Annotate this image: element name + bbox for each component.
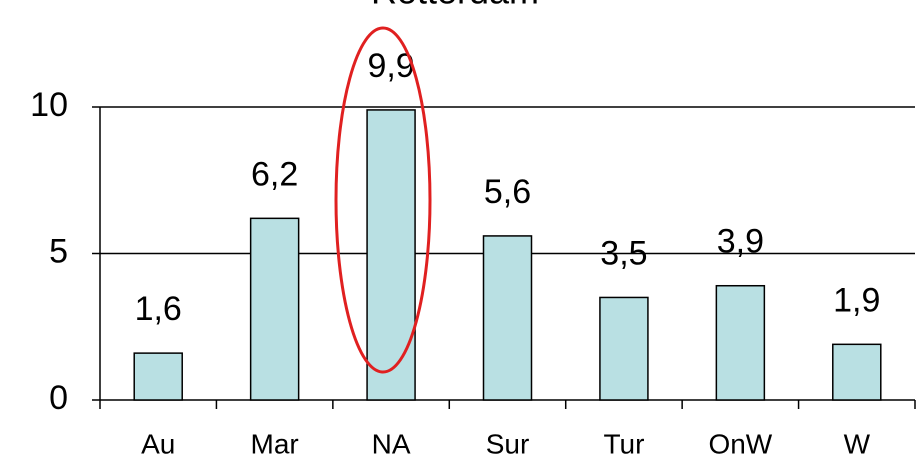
highlight-ellipse <box>334 26 432 374</box>
y-tick-label: 0 <box>49 379 68 417</box>
x-tick-label: OnW <box>708 428 772 459</box>
data-label: 1,6 <box>135 290 182 328</box>
bar <box>599 296 649 401</box>
data-label: 6,2 <box>251 155 298 193</box>
data-label: 5,6 <box>484 173 531 211</box>
x-tick-label: NA <box>372 428 411 459</box>
x-tick-label: Au <box>141 428 175 459</box>
x-tick-label: Sur <box>486 428 530 459</box>
bar <box>715 284 766 401</box>
bar <box>249 217 300 401</box>
data-label: 1,9 <box>833 281 880 319</box>
y-tick-label: 5 <box>49 232 68 270</box>
y-tick-label: 10 <box>30 86 68 124</box>
bar <box>832 343 882 401</box>
x-tick-label: Tur <box>603 428 644 459</box>
plot: 0510Au1,6Mar6,2NA9,9Sur5,6Tur3,5OnW3,9W1… <box>30 47 916 459</box>
chart-title: Rotterdam <box>371 0 539 12</box>
bar <box>133 352 183 401</box>
data-label: 3,5 <box>600 234 647 272</box>
x-tick-label: W <box>844 428 871 459</box>
data-label: 3,9 <box>717 223 764 261</box>
x-tick-label: Mar <box>251 428 299 459</box>
bar <box>482 235 533 401</box>
bar <box>366 109 416 401</box>
